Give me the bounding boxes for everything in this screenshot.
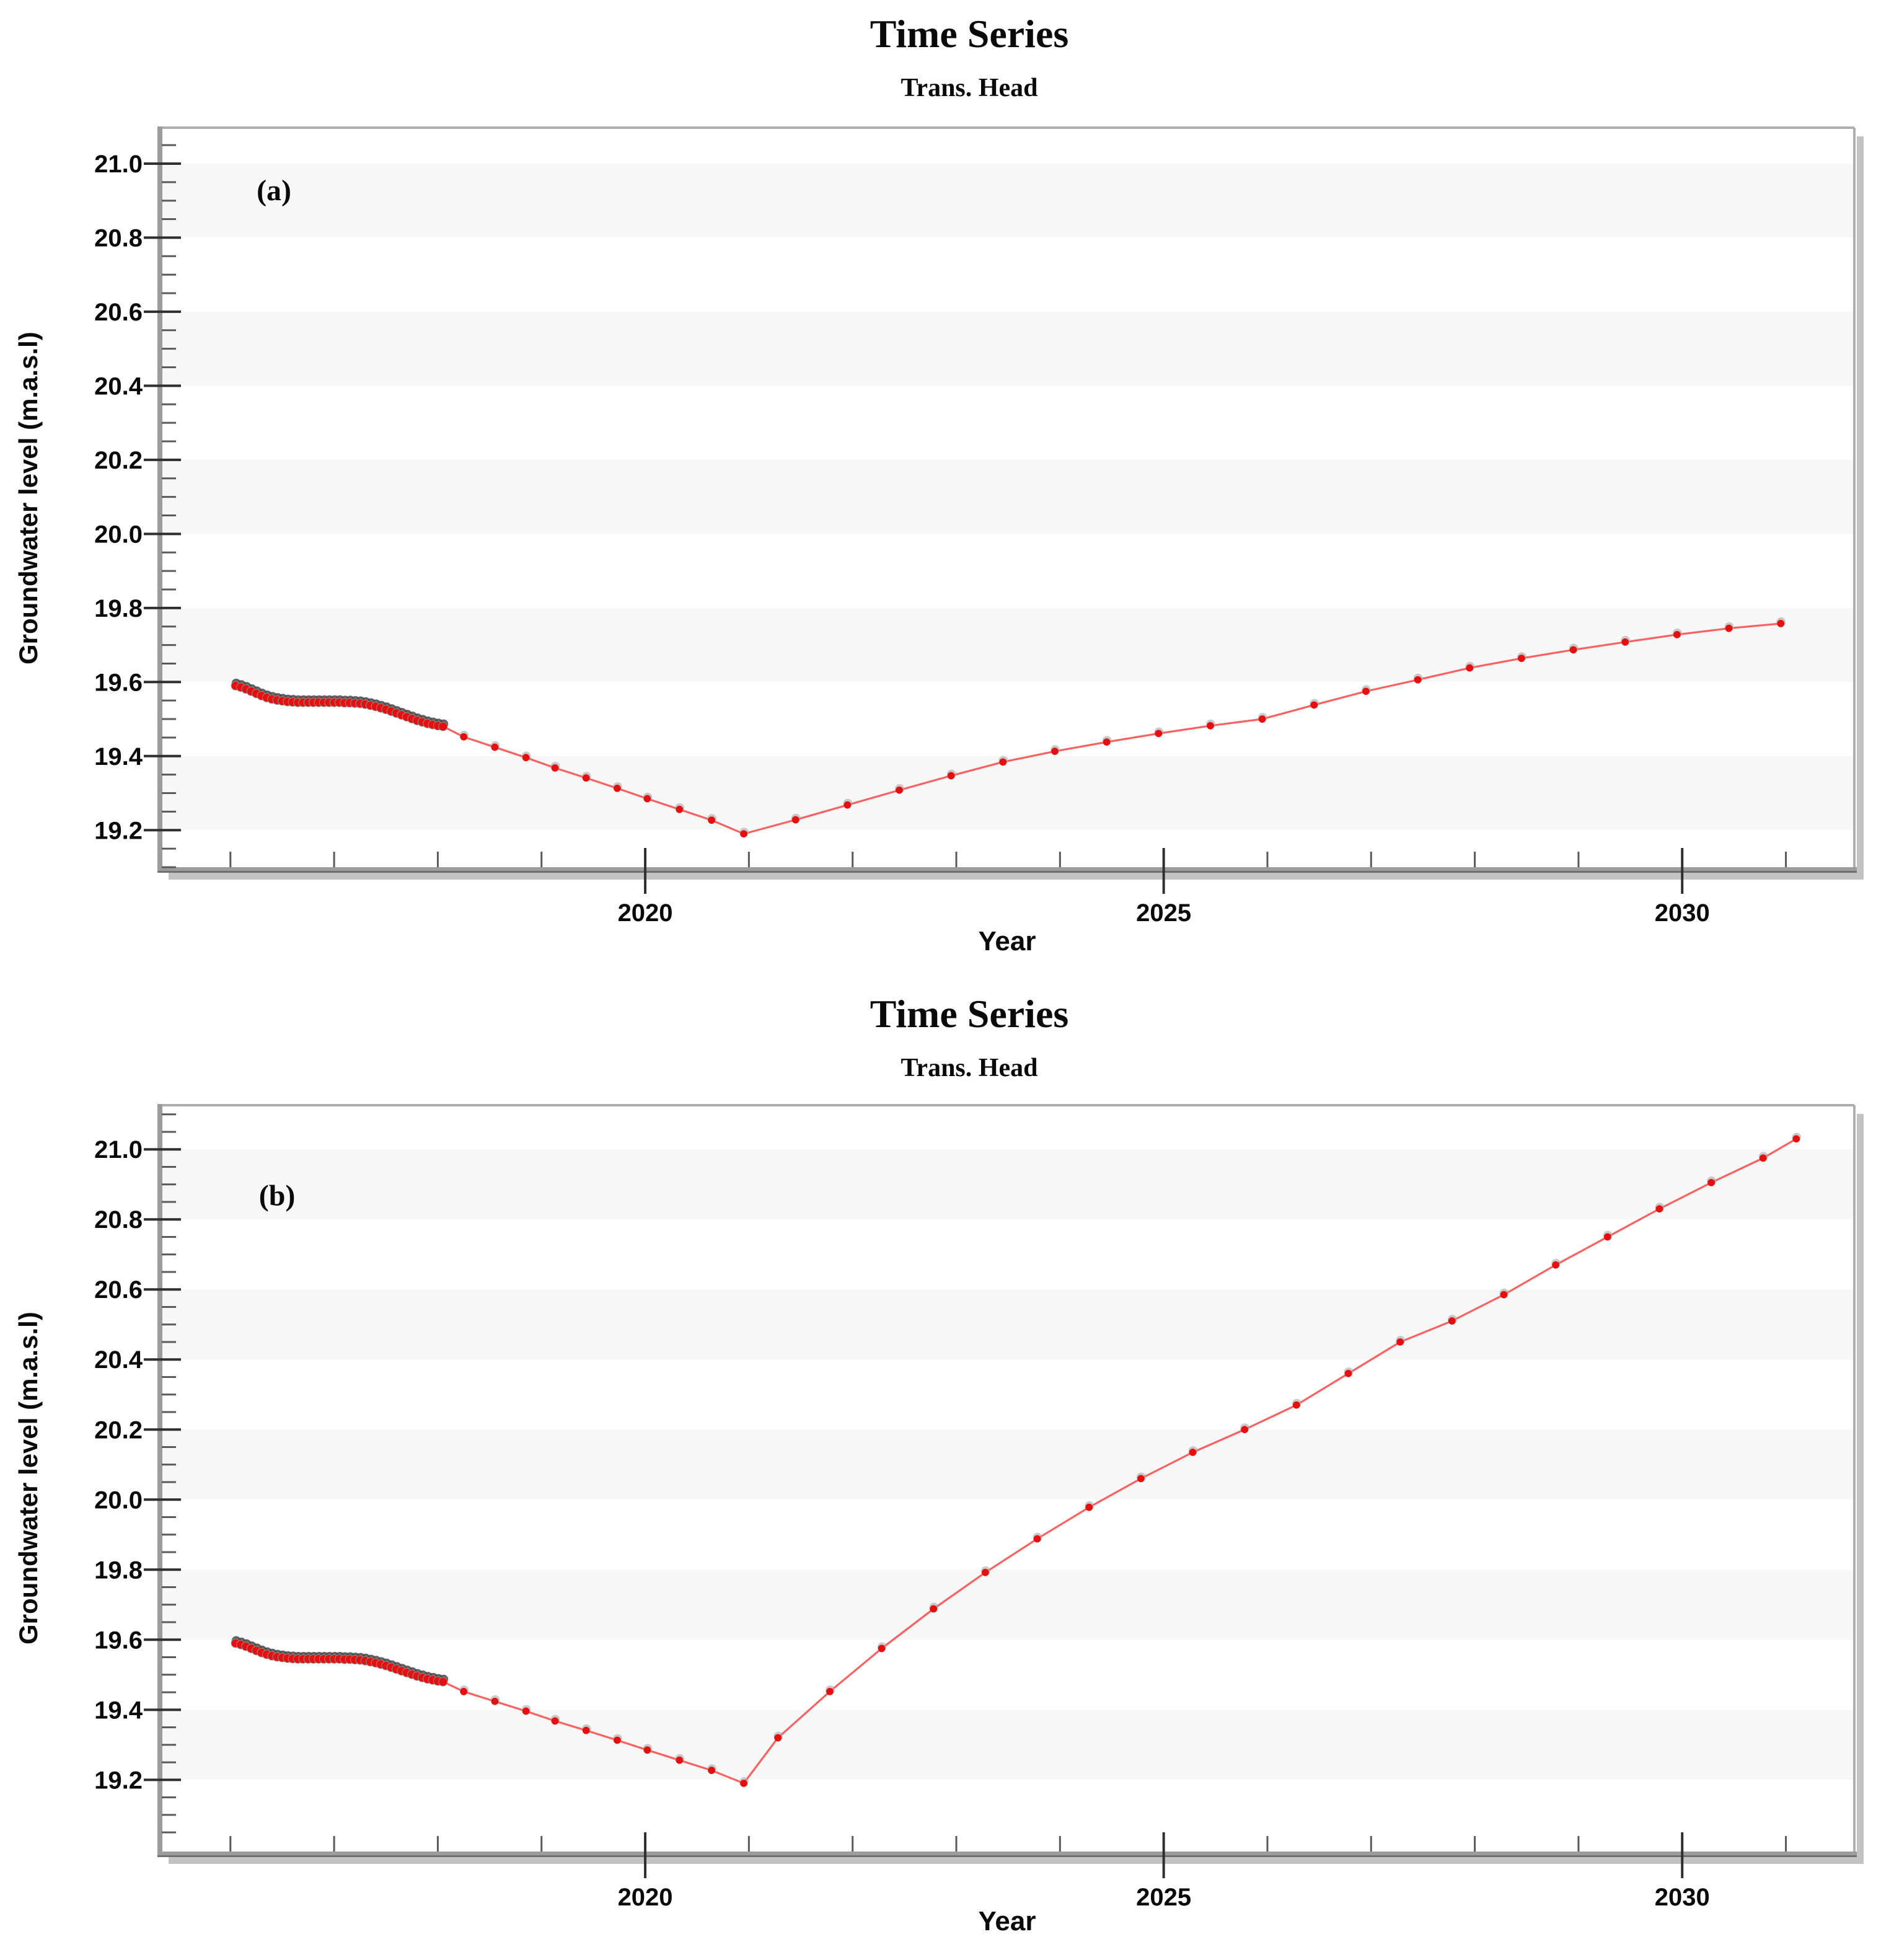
head-historical-dense-markers [231, 1636, 449, 1687]
y-tick-label: 20.8 [94, 1206, 143, 1234]
x-axis-title: Year [978, 926, 1036, 956]
x-axis-title: Year [978, 1906, 1036, 1936]
y-tick-label: 19.2 [94, 1767, 143, 1794]
y-axis-ticks: 19.2 19.4 19.6 19.8 20.0 20.2 20.4 20.6 20.8 21.0 [94, 1113, 181, 1834]
panel-annotation: (b) [259, 1180, 296, 1212]
y-tick-label: 19.2 [94, 817, 143, 844]
y-tick-label: 19.6 [94, 669, 143, 696]
head-historical-dense-markers [231, 678, 449, 731]
panel-annotation: (a) [257, 174, 291, 207]
grid-bands [160, 1149, 1854, 1780]
x-tick-label: 2025 [1136, 1884, 1191, 1911]
x-axis-ticks: 2020 2025 2030 [229, 848, 1787, 927]
y-tick-label: 20.2 [94, 447, 143, 474]
axes-frame [157, 1104, 1857, 1857]
chart-title: Time Series [870, 12, 1069, 56]
frame-shadow [169, 1114, 1864, 1864]
y-tick-label: 20.0 [94, 1486, 143, 1514]
y-tick-label: 20.4 [94, 1346, 143, 1374]
y-tick-label: 20.6 [94, 299, 143, 326]
chart-subtitle: Trans. Head [901, 1054, 1038, 1082]
x-tick-label: 2030 [1655, 899, 1710, 927]
y-tick-label: 21.0 [94, 1136, 143, 1163]
x-tick-label: 2030 [1655, 1884, 1710, 1911]
y-tick-label: 20.0 [94, 521, 143, 548]
y-tick-label: 20.8 [94, 224, 143, 252]
grid-bands [160, 163, 1854, 831]
panel-b-time-series-chart: Time Series Trans. Head Groundwater leve… [0, 980, 1894, 1960]
x-tick-label: 2020 [618, 1884, 673, 1911]
y-tick-label: 19.6 [94, 1627, 143, 1654]
head-forecast-markers [459, 617, 1786, 838]
frame-shadow [169, 136, 1864, 880]
y-tick-label: 19.8 [94, 1556, 143, 1584]
panel-a-time-series-chart: Time Series Trans. Head Groundwater leve… [14, 12, 1864, 956]
x-axis-ticks: 2020 2025 2030 [229, 1832, 1787, 1911]
chart-subtitle: Trans. Head [901, 74, 1038, 102]
y-tick-label: 20.2 [94, 1416, 143, 1444]
x-tick-label: 2025 [1136, 899, 1191, 927]
y-tick-label: 19.4 [94, 743, 143, 770]
y-tick-label: 21.0 [94, 151, 143, 178]
chart-a-plot-area: 19.2 19.4 19.6 19.8 20.0 20.2 20.4 20.6 20.8 21.0… [94, 126, 1864, 927]
chart-title: Time Series [870, 992, 1069, 1036]
chart-b-plot-area: 19.2 19.4 19.6 19.8 20.0 20.2 20.4 20.6 20.8 21.0… [94, 1104, 1864, 1911]
y-tick-label: 20.6 [94, 1276, 143, 1304]
y-tick-label: 19.4 [94, 1697, 143, 1724]
head-forecast-markers [459, 1132, 1802, 1787]
y-tick-label: 19.8 [94, 595, 143, 622]
axes-frame [157, 126, 1857, 873]
y-tick-label: 20.4 [94, 373, 143, 400]
y-axis-ticks: 19.2 19.4 19.6 19.8 20.0 20.2 20.4 20.6 20.8 21.0 [94, 144, 181, 868]
x-tick-label: 2020 [618, 899, 673, 927]
